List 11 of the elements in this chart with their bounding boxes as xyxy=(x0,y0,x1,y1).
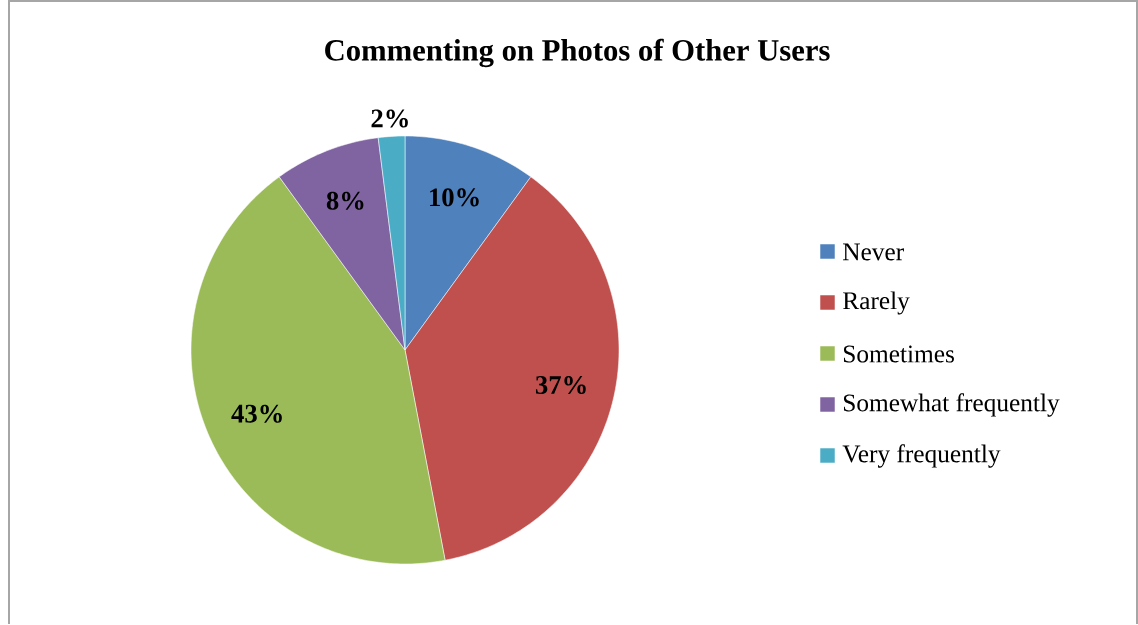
data-label: 43% xyxy=(231,404,282,423)
chart-title: Commenting on Photos of Other Users xyxy=(325,38,830,68)
legend-label: Somewhat frequently xyxy=(843,393,1060,417)
legend-label: Rarely xyxy=(843,291,910,315)
data-label: 37% xyxy=(535,375,586,395)
legend-label: Never xyxy=(843,243,904,261)
data-label: 8% xyxy=(326,191,364,210)
legend-label: Sometimes xyxy=(843,345,954,363)
data-label: 10% xyxy=(430,188,479,207)
legend-label: Very frequently xyxy=(842,444,1001,468)
data-label: 2% xyxy=(371,109,408,128)
